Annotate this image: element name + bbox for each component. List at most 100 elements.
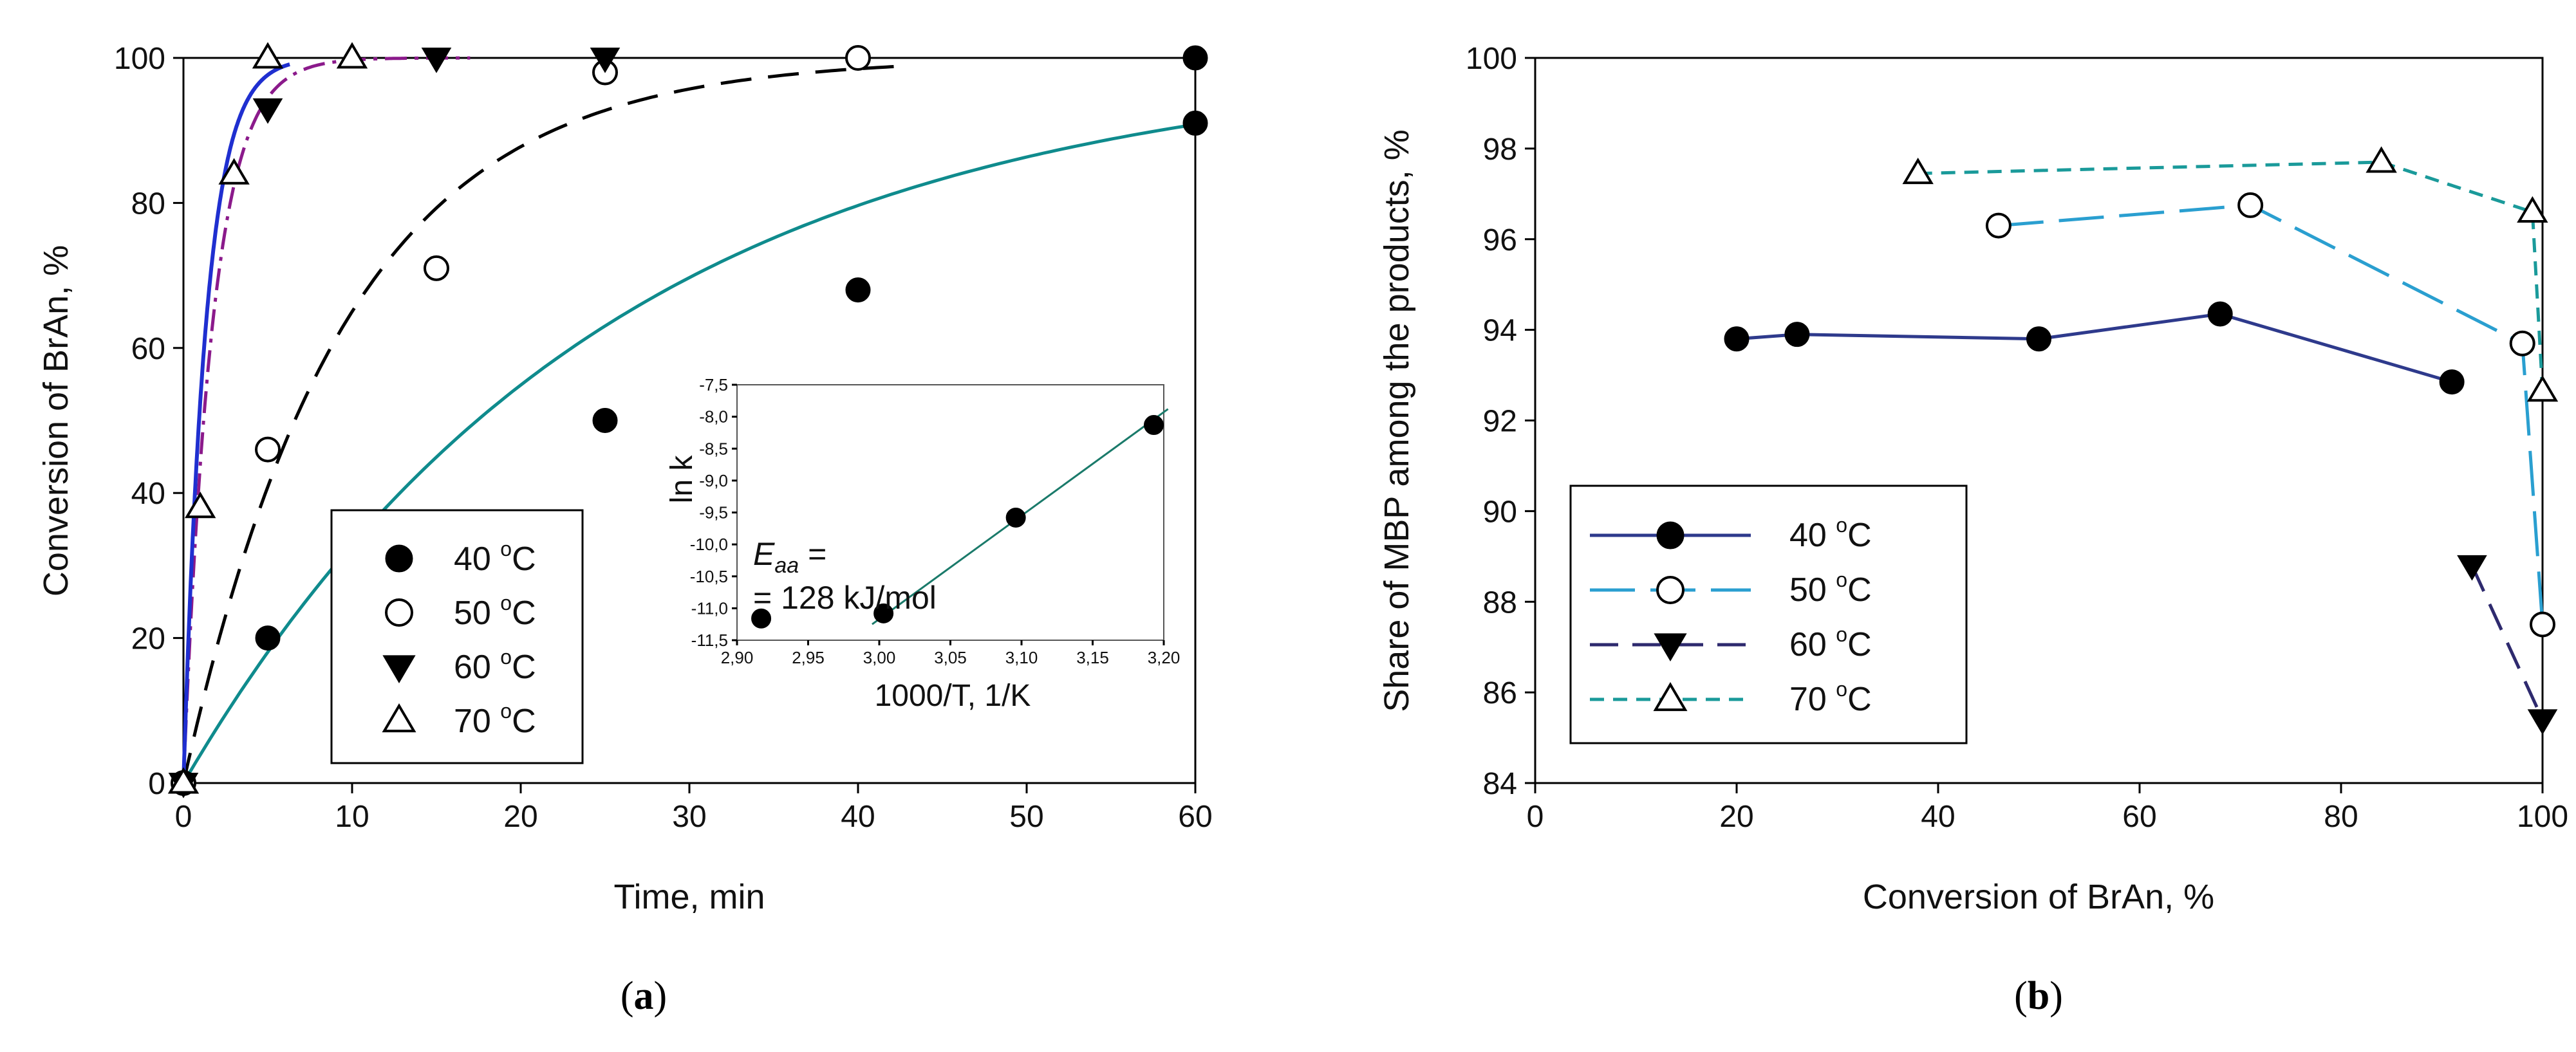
inset-activation-energy-letter: E (753, 536, 775, 572)
panel-b-legend-unit-60: C (1847, 626, 1872, 663)
panel-b-point-70 (2526, 375, 2559, 402)
panel-a-legend-temp-40: 40 (454, 540, 491, 578)
panel-b-legend-unit-40: C (1847, 517, 1872, 554)
panel-b-series-line-70 (1918, 160, 2544, 391)
panel-b-point-50 (1985, 212, 2011, 239)
inset-x-tick-label: 2,90 (721, 648, 754, 667)
panel-a-legend-label-70: 70 oC (454, 699, 536, 740)
panel-a-legend-degree-40: o (500, 537, 512, 560)
panel-a-caption-letter: a (634, 974, 654, 1018)
inset-point (751, 608, 772, 629)
panel-a-point-40 (845, 277, 871, 303)
panel-a-y-tick-label: 60 (131, 332, 165, 366)
inset-x-tick-label: 3,00 (863, 648, 896, 667)
panel-a-y-axis-title: Conversion of BrAn, % (37, 245, 75, 596)
panel-a-point-40 (255, 625, 281, 651)
panel-a-point-60 (421, 48, 452, 73)
panel-b-caption: (b) (2014, 974, 2063, 1018)
panel-b-point-50 (2509, 330, 2535, 356)
panel-b-legend-temp-40: 40 (1789, 517, 1827, 554)
panel-a-legend-temp-60: 60 (454, 649, 491, 686)
panel-a-x-tick-label: 50 (1009, 800, 1043, 834)
inset-y-tick-label: -8,0 (699, 407, 728, 427)
panel-a-point-40 (1182, 45, 1208, 71)
panel-a-fit-line-60 (182, 56, 471, 784)
inset-x-tick-label: 2,95 (792, 648, 825, 667)
panel-a-point-60 (590, 48, 621, 73)
panel-b-legend: 40 oC 50 oC 60 oC 70 oC (1569, 484, 1968, 744)
panel-a-x-tick-label: 60 (1178, 800, 1212, 834)
panel-b-legend-marker-70 (1653, 682, 1688, 712)
inset-activation-energy-symbol: Eaa = (753, 536, 826, 578)
panel-a-point-70 (336, 42, 368, 69)
panel-a-legend-degree-50: o (500, 591, 512, 614)
panel-a-legend-label-50: 50 oC (454, 591, 536, 632)
panel-b-legend-marker-40 (1656, 521, 1685, 549)
inset-x-tick-label: 3,05 (934, 648, 967, 667)
inset-y-tick-label: -8,5 (699, 439, 728, 458)
inset-activation-energy-value: = 128 kJ/mol (753, 580, 937, 616)
panel-b-legend-temp-60: 60 (1789, 626, 1827, 663)
panel-a-y-tick-label: 80 (131, 187, 165, 221)
panel-b-caption-close-paren: ) (2049, 974, 2063, 1018)
panel-a-x-axis: 0 10 20 30 40 50 60 (175, 783, 1213, 834)
panel-a-legend-degree-70: o (500, 699, 512, 723)
panel-b-x-tick-label: 80 (2324, 800, 2358, 834)
panel-b-y-tick-label: 92 (1483, 405, 1517, 439)
panel-a-legend-box (330, 509, 584, 764)
panel-b-legend-unit-70: C (1847, 681, 1872, 718)
panel-a-point-50 (845, 45, 871, 71)
panel-a-point-40 (592, 408, 618, 433)
panel-a-caption: (a) (621, 974, 667, 1018)
panel-b-point-70 (1902, 157, 1934, 185)
panel-b-point-40 (2207, 301, 2233, 327)
inset-y-tick-label: -11,5 (691, 631, 728, 650)
panel-b-x-tick-label: 100 (2517, 800, 2568, 834)
panel-a-y-tick-label: 40 (131, 477, 165, 511)
panel-a-legend: 40 oC 50 oC 60 oC 70 oC (330, 509, 584, 764)
panel-a-legend-marker-40 (385, 544, 413, 573)
panel-b-point-40 (1784, 322, 1810, 347)
panel-a-y-axis: 0 20 40 60 80 100 (114, 42, 183, 801)
panel-a-y-tick-label: 0 (148, 767, 165, 801)
inset-y-tick-label: -10,5 (690, 567, 728, 586)
panel-a-x-tick-label: 30 (672, 800, 706, 834)
panel-a-point-70 (252, 42, 284, 69)
panel-b-y-tick-label: 94 (1483, 314, 1517, 348)
panel-b-x-tick-label: 60 (2122, 800, 2156, 834)
panel-b-x-tick-label: 0 (1527, 800, 1544, 834)
inset-x-tick-label: 3,10 (1005, 648, 1038, 667)
panel-b-legend-unit-50: C (1847, 571, 1872, 609)
inset-x-tick-label: 3,15 (1076, 648, 1109, 667)
panel-b-point-50 (2237, 192, 2264, 218)
inset-y-axis-title: ln k (665, 455, 699, 504)
panel-b-legend-box (1569, 484, 1968, 744)
panel-b-x-tick-label: 20 (1719, 800, 1753, 834)
panel-b-caption-open-paren: ( (2014, 974, 2028, 1018)
inset-activation-energy-equals: = (799, 536, 826, 572)
panel-a-point-40 (1182, 110, 1208, 136)
panel-a-caption-close-paren: ) (654, 974, 667, 1018)
panel-b-series-line-60 (2470, 564, 2544, 721)
inset-y-tick-label: -9,0 (699, 471, 728, 490)
panel-b-legend-label-70: 70 oC (1789, 678, 1872, 718)
panel-b-legend-marker-60 (1654, 633, 1687, 661)
panel-a-legend-marker-60 (382, 655, 416, 683)
panel-a-point-50 (255, 436, 281, 463)
panel-a-legend-temp-50: 50 (454, 595, 491, 632)
panel-b-x-axis-title: Conversion of BrAn, % (1863, 878, 2214, 916)
panel-b-y-axis: 84 86 88 90 92 94 96 98 100 (1466, 42, 1535, 801)
panel-a-legend-degree-60: o (500, 645, 512, 669)
panel-b-y-tick-label: 84 (1483, 767, 1517, 801)
panel-a-x-tick-label: 20 (503, 800, 537, 834)
panel-a-inset-background (703, 380, 1181, 712)
panel-b-y-tick-label: 86 (1483, 676, 1517, 710)
inset-point (1005, 507, 1026, 528)
inset-point (873, 603, 894, 623)
panel-a-x-axis-title: Time, min (613, 878, 765, 916)
panel-b-legend-temp-70: 70 (1789, 681, 1827, 718)
panel-b-legend-label-40: 40 oC (1789, 513, 1872, 554)
panel-b-legend-degree-70: o (1836, 678, 1847, 701)
panel-b-y-axis-title: Share of MBP among the products, % (1377, 129, 1416, 712)
